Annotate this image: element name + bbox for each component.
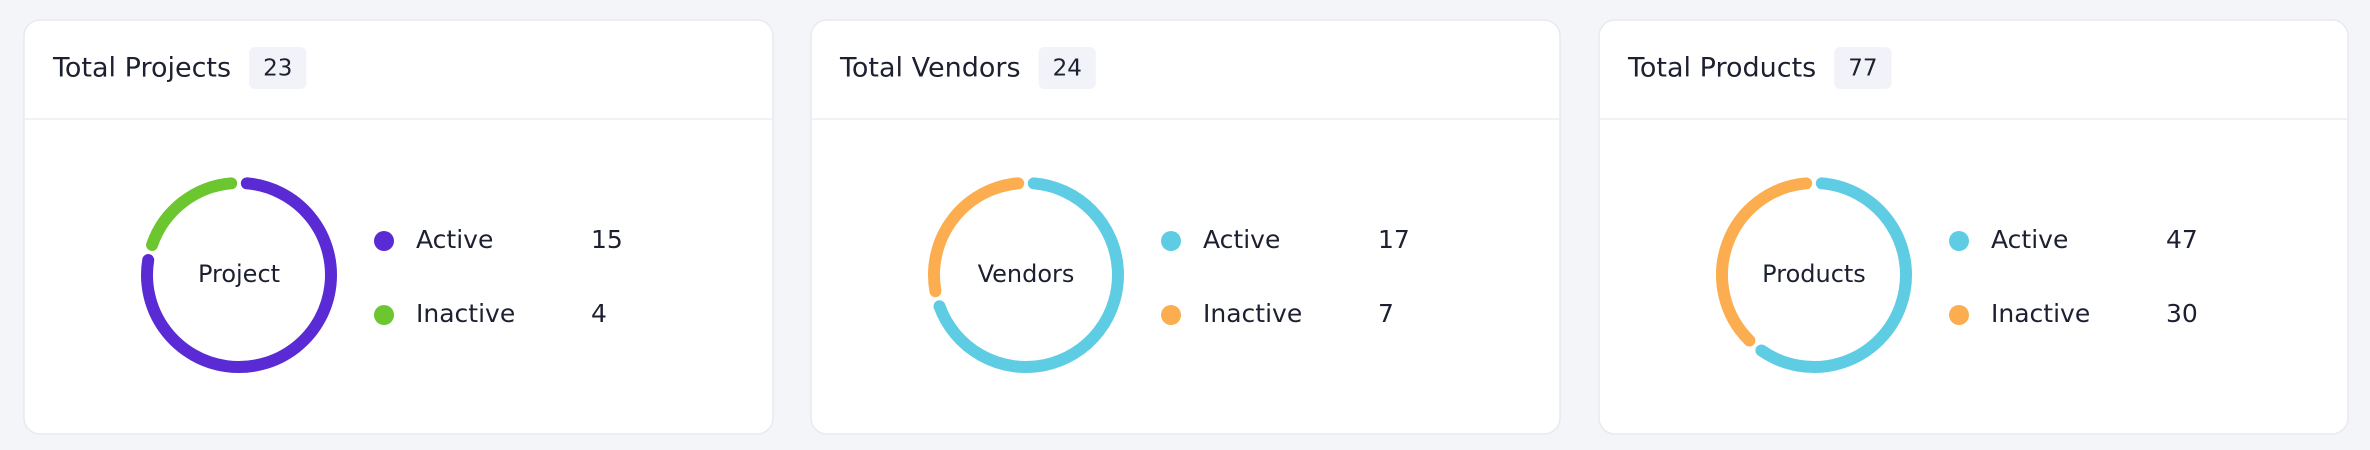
card-title: Total Projects <box>52 53 231 84</box>
legend-dot <box>1161 231 1181 251</box>
donut-segment <box>146 177 238 251</box>
donut-segment <box>928 177 1025 298</box>
count-badge <box>1834 47 1892 89</box>
legend-value: 30 <box>2166 299 2198 328</box>
card: Total Vendors 24 Vendors Active 17 Inactive 7 <box>810 19 1561 435</box>
legend-value: 17 <box>1378 225 1410 254</box>
legend-label: Active <box>1991 225 2068 254</box>
donut-segment <box>141 177 337 373</box>
legend-label: Inactive <box>416 299 515 328</box>
legend-dot <box>374 305 394 325</box>
donut-center-label: Products <box>1762 260 1866 288</box>
donut-center-label: Vendors <box>978 260 1075 288</box>
card-bg <box>23 19 774 435</box>
count-badge <box>1038 47 1096 89</box>
card: Total Projects 23 Project Active 15 Inactive 4 <box>23 19 774 435</box>
donut-center-label: Project <box>198 260 280 288</box>
legend-label: Inactive <box>1991 299 2090 328</box>
legend-value: 7 <box>1378 299 1394 328</box>
count: 24 <box>1053 56 1082 82</box>
card-title: Total Vendors <box>839 53 1021 84</box>
legend-dot <box>374 231 394 251</box>
legend-label: Active <box>1203 225 1280 254</box>
legend-value: 15 <box>591 225 623 254</box>
legend-dot <box>1949 231 1969 251</box>
card-bg <box>1598 19 2349 435</box>
card-bg <box>810 19 1561 435</box>
count: 23 <box>263 56 292 82</box>
legend-dot <box>1949 305 1969 325</box>
legend-label: Active <box>416 225 493 254</box>
legend-label: Inactive <box>1203 299 1302 328</box>
count: 77 <box>1848 56 1877 82</box>
count-badge <box>249 47 307 89</box>
legend-value: 47 <box>2166 225 2198 254</box>
legend-value: 4 <box>591 299 607 328</box>
donut-segment <box>933 177 1124 373</box>
donut-segment <box>1755 177 1912 373</box>
card-title: Total Products <box>1627 53 1816 84</box>
legend-dot <box>1161 305 1181 325</box>
card: Total Products 77 Products Active 47 Inactive… <box>1598 19 2349 435</box>
donut-segment <box>1716 177 1813 347</box>
